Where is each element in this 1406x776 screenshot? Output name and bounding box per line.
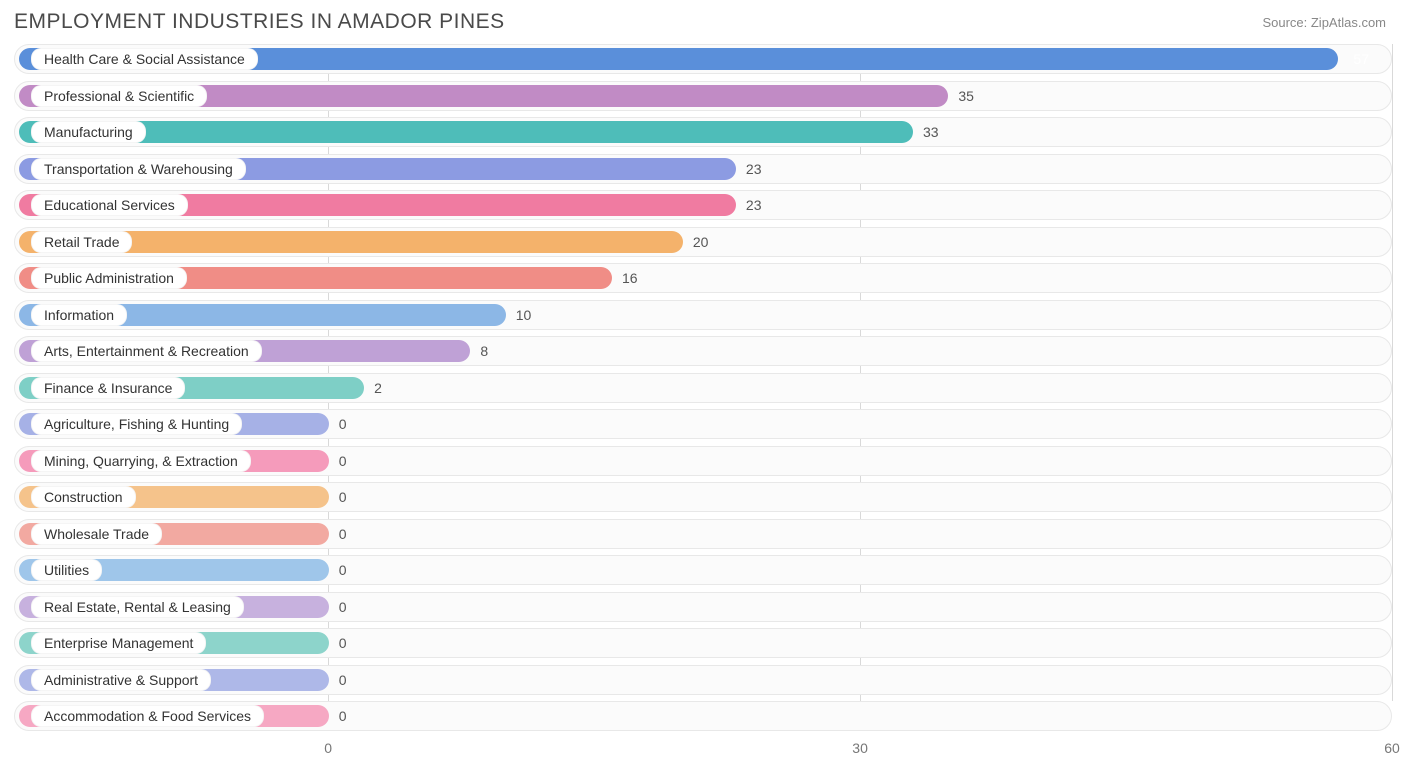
bar-track: Educational Services 23 xyxy=(14,190,1392,220)
bar-value: 0 xyxy=(339,635,347,651)
chart-source: Source: ZipAtlas.com xyxy=(1262,15,1386,30)
bar-track: Transportation & Warehousing 23 xyxy=(14,154,1392,184)
bar-value: 0 xyxy=(339,599,347,615)
bar-label: Real Estate, Rental & Leasing xyxy=(31,596,244,618)
bar-value: 0 xyxy=(339,416,347,432)
bar-value: 57 xyxy=(1353,51,1369,67)
bar-track: Real Estate, Rental & Leasing 0 xyxy=(14,592,1392,622)
bar-track: Mining, Quarrying, & Extraction 0 xyxy=(14,446,1392,476)
bar-label: Mining, Quarrying, & Extraction xyxy=(31,450,251,472)
bar-value: 23 xyxy=(746,161,762,177)
bar-label: Professional & Scientific xyxy=(31,85,207,107)
bar-label: Transportation & Warehousing xyxy=(31,158,246,180)
chart-area: Health Care & Social Assistance 57 Profess… xyxy=(0,40,1406,731)
bar-value: 0 xyxy=(339,708,347,724)
bar-value: 0 xyxy=(339,672,347,688)
bar-label: Finance & Insurance xyxy=(31,377,185,399)
bars-container: Health Care & Social Assistance 57 Profess… xyxy=(14,44,1392,731)
bar-label: Manufacturing xyxy=(31,121,146,143)
bar-fill xyxy=(19,121,913,143)
bar-track: Enterprise Management 0 xyxy=(14,628,1392,658)
bar-track: Professional & Scientific 35 xyxy=(14,81,1392,111)
x-axis: 03060 xyxy=(14,738,1392,768)
bar-label: Administrative & Support xyxy=(31,669,211,691)
bar-value: 0 xyxy=(339,526,347,542)
bar-label: Wholesale Trade xyxy=(31,523,162,545)
bar-label: Information xyxy=(31,304,127,326)
bar-value: 23 xyxy=(746,197,762,213)
bar-track: Agriculture, Fishing & Hunting 0 xyxy=(14,409,1392,439)
bar-label: Educational Services xyxy=(31,194,188,216)
bar-track: Public Administration 16 xyxy=(14,263,1392,293)
bar-track: Information 10 xyxy=(14,300,1392,330)
bar-value: 10 xyxy=(516,307,532,323)
bar-label: Enterprise Management xyxy=(31,632,206,654)
bar-value: 0 xyxy=(339,562,347,578)
bar-track: Administrative & Support 0 xyxy=(14,665,1392,695)
axis-tick: 60 xyxy=(1384,740,1400,756)
bar-track: Arts, Entertainment & Recreation 8 xyxy=(14,336,1392,366)
bar-value: 0 xyxy=(339,453,347,469)
bar-track: Utilities 0 xyxy=(14,555,1392,585)
bar-value: 0 xyxy=(339,489,347,505)
bar-label: Accommodation & Food Services xyxy=(31,705,264,727)
bar-label: Health Care & Social Assistance xyxy=(31,48,258,70)
bar-label: Public Administration xyxy=(31,267,187,289)
bar-value: 16 xyxy=(622,270,638,286)
bar-value: 35 xyxy=(958,88,974,104)
bar-value: 2 xyxy=(374,380,382,396)
bar-track: Accommodation & Food Services 0 xyxy=(14,701,1392,731)
grid-line xyxy=(1392,44,1393,701)
bar-track: Finance & Insurance 2 xyxy=(14,373,1392,403)
bar-track: Retail Trade 20 xyxy=(14,227,1392,257)
bar-track: Health Care & Social Assistance 57 xyxy=(14,44,1392,74)
chart-title: EMPLOYMENT INDUSTRIES IN AMADOR PINES xyxy=(14,10,505,34)
bar-label: Retail Trade xyxy=(31,231,132,253)
axis-tick: 30 xyxy=(852,740,868,756)
bar-track: Construction 0 xyxy=(14,482,1392,512)
bar-label: Utilities xyxy=(31,559,102,581)
bar-label: Agriculture, Fishing & Hunting xyxy=(31,413,242,435)
bar-track: Wholesale Trade 0 xyxy=(14,519,1392,549)
bar-value: 8 xyxy=(480,343,488,359)
bar-label: Arts, Entertainment & Recreation xyxy=(31,340,262,362)
axis-tick: 0 xyxy=(324,740,332,756)
bar-track: Manufacturing 33 xyxy=(14,117,1392,147)
bar-label: Construction xyxy=(31,486,136,508)
bar-value: 33 xyxy=(923,124,939,140)
bar-value: 20 xyxy=(693,234,709,250)
chart-header: EMPLOYMENT INDUSTRIES IN AMADOR PINES So… xyxy=(0,0,1406,40)
